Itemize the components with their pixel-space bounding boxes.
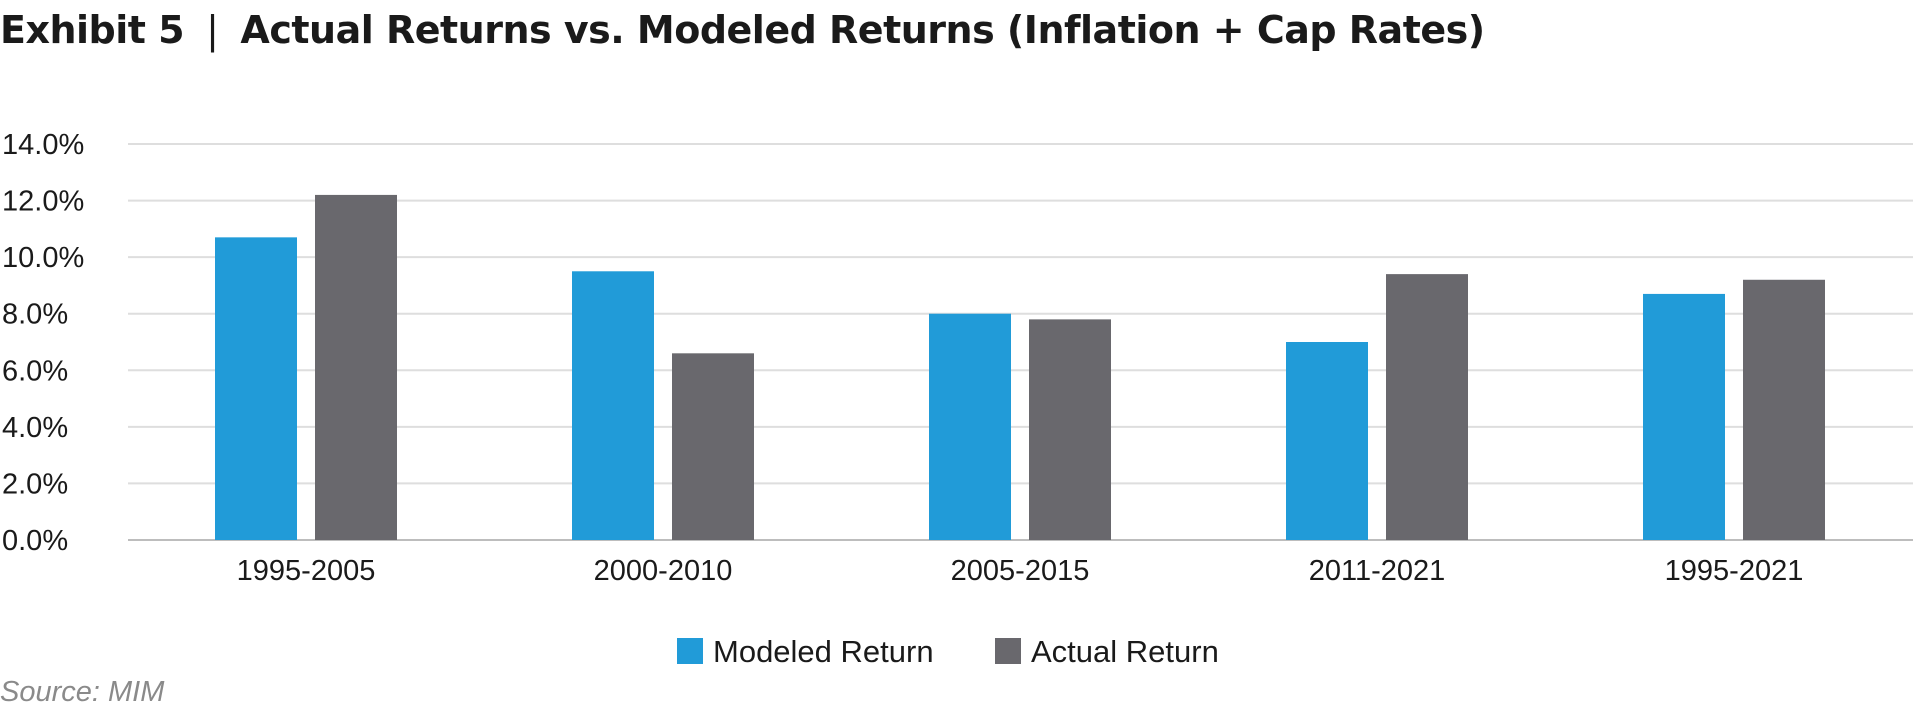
x-tick-label: 1995-2021 [1665, 555, 1804, 587]
x-tick-label: 1995-2005 [237, 555, 376, 587]
legend-swatch-actual [995, 638, 1021, 664]
bar-actual-2005-2015 [1029, 319, 1111, 540]
legend-swatch-modeled [677, 638, 703, 664]
y-tick-label: 6.0% [2, 355, 68, 387]
title-separator: | [206, 8, 219, 52]
chart-title-text: Actual Returns vs. Modeled Returns (Infl… [240, 8, 1485, 52]
bars [215, 194, 1825, 541]
y-tick-label: 10.0% [2, 242, 84, 274]
y-tick-label: 0.0% [2, 525, 68, 557]
chart-title: Exhibit 5 | Actual Returns vs. Modeled R… [0, 2, 1485, 58]
legend-label-actual: Actual Return [1031, 634, 1219, 669]
x-tick-label: 2005-2015 [951, 555, 1090, 587]
y-tick-label: 8.0% [2, 299, 68, 331]
gridlines [128, 143, 1913, 541]
x-axis-tick-labels: 1995-2005 2000-2010 2005-2015 2011-2021 1995… [237, 555, 1804, 587]
bar-modeled-2011-2021 [1286, 342, 1368, 540]
exhibit-label: Exhibit 5 [0, 8, 185, 52]
y-tick-label: 4.0% [2, 412, 68, 444]
source-note: Source: MIM [0, 676, 165, 708]
y-tick-label: 12.0% [2, 186, 84, 218]
bar-actual-2011-2021 [1386, 274, 1468, 540]
legend-label-modeled: Modeled Return [713, 634, 934, 669]
bar-modeled-2000-2010 [572, 271, 654, 540]
bar-modeled-1995-2021 [1643, 293, 1725, 540]
x-tick-label: 2000-2010 [594, 555, 733, 587]
x-tick-label: 2011-2021 [1309, 555, 1446, 587]
bar-modeled-1995-2005 [215, 237, 297, 541]
y-axis-tick-labels: 0.0% 2.0% 4.0% 6.0% 8.0% 10.0% 12.0% 14.0% [2, 129, 84, 557]
bar-actual-2000-2010 [672, 353, 754, 540]
y-tick-label: 2.0% [2, 468, 68, 500]
bar-actual-1995-2021 [1743, 279, 1825, 540]
bar-actual-1995-2005 [315, 194, 397, 540]
legend: Modeled Return Actual Return [677, 634, 1219, 669]
y-tick-label: 14.0% [2, 129, 84, 161]
bar-modeled-2005-2015 [929, 313, 1011, 540]
bar-chart: 0.0% 2.0% 4.0% 6.0% 8.0% 10.0% 12.0% 14.0% 1995… [2, 129, 1913, 669]
